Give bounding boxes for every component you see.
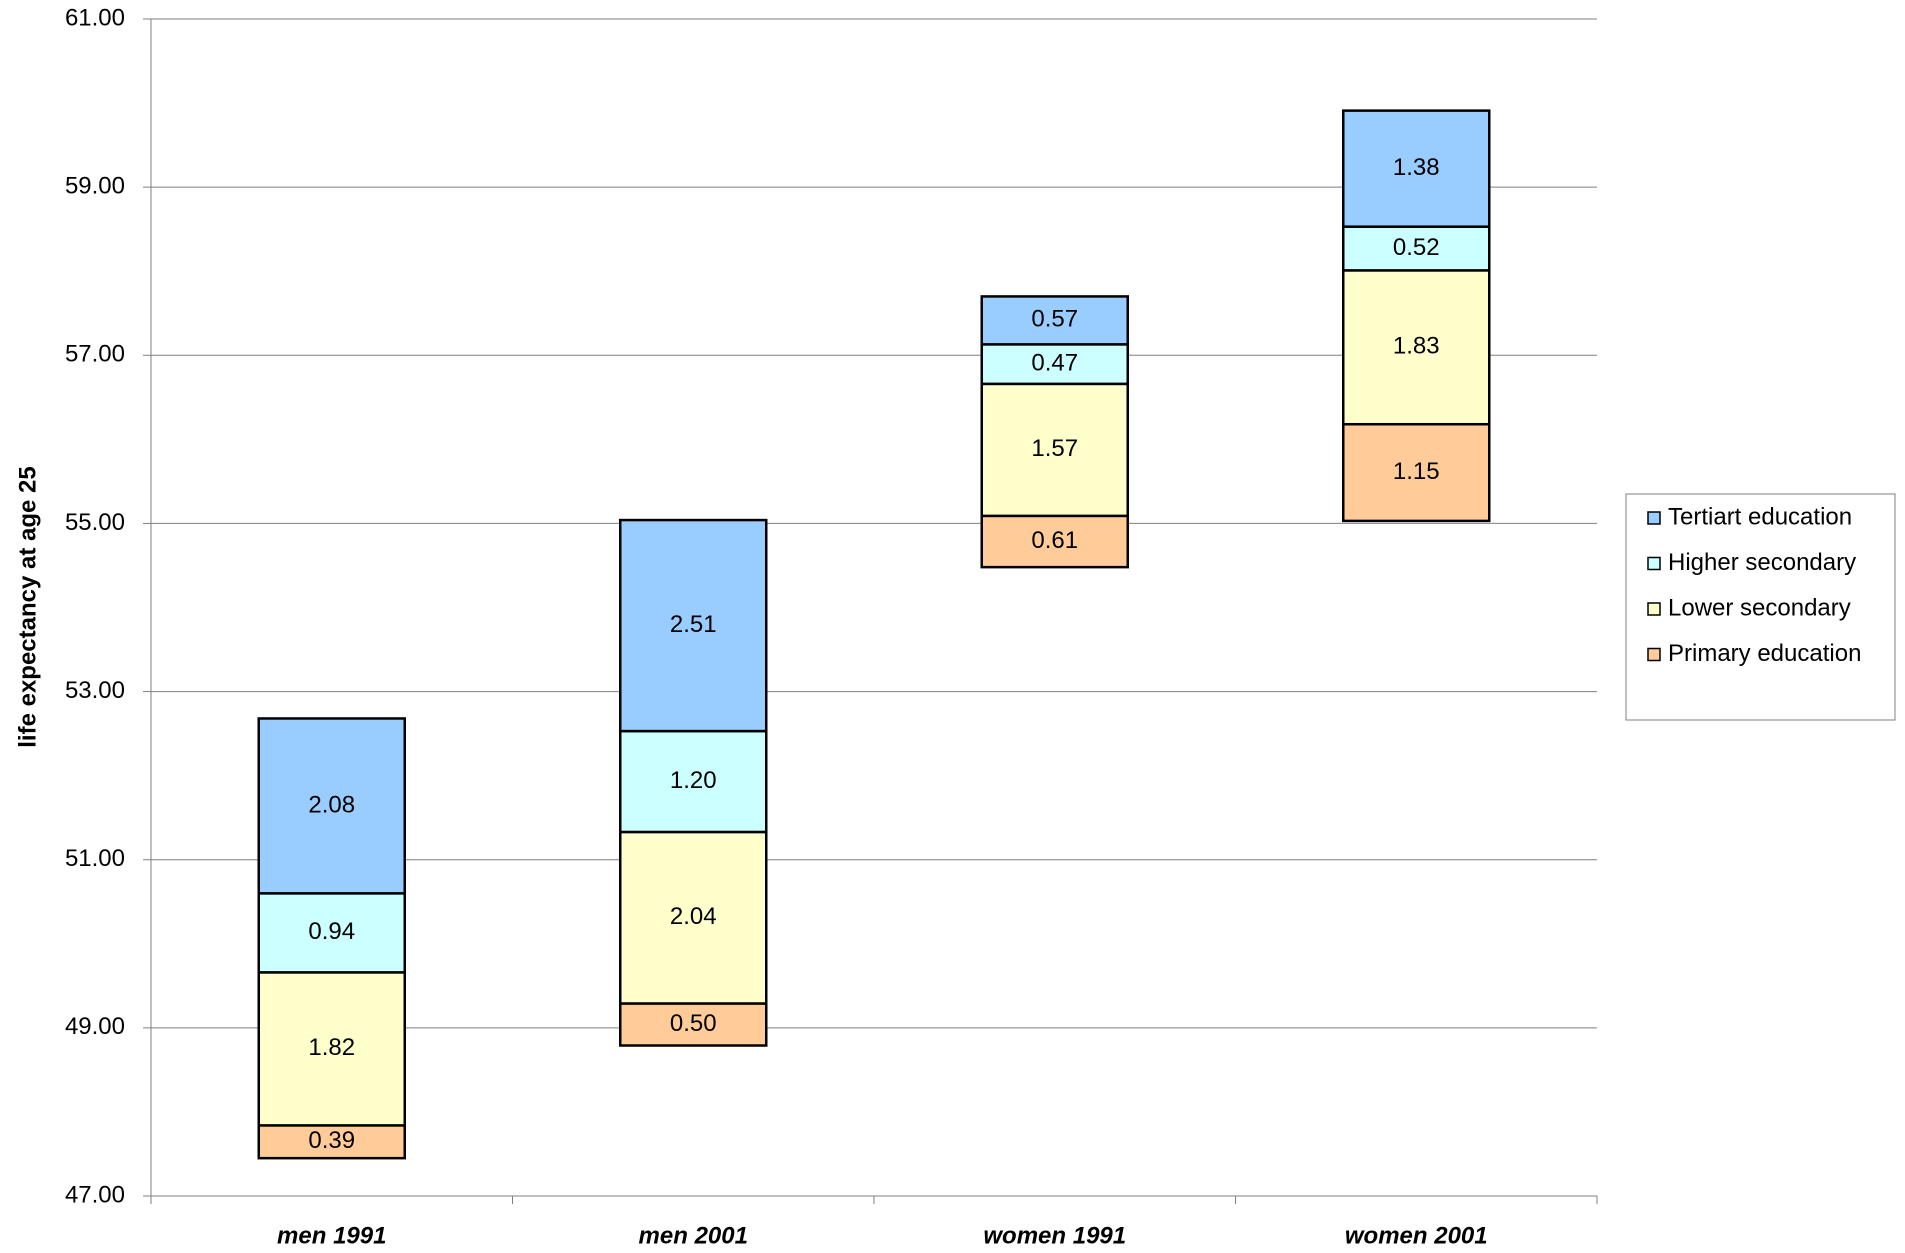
data-label: 0.61 <box>1031 527 1078 554</box>
legend-swatch <box>1647 602 1661 616</box>
legend-swatch <box>1647 556 1661 571</box>
x-tick-label: women 2001 <box>1345 1222 1488 1249</box>
bar-segment <box>1342 422 1491 523</box>
y-tick-label: 51.00 <box>65 845 125 872</box>
data-label: 0.52 <box>1393 234 1440 261</box>
data-label: 1.83 <box>1393 333 1440 360</box>
data-label: 1.38 <box>1393 154 1440 181</box>
y-axis-label: life expectancy at age 25 <box>14 466 41 747</box>
bar-segment <box>1342 109 1491 228</box>
bar-segment <box>980 295 1129 346</box>
bar-segment <box>1342 269 1491 426</box>
bar-segment <box>619 518 768 733</box>
data-label: 2.08 <box>308 791 355 818</box>
y-tick-label: 61.00 <box>65 4 125 31</box>
legend-swatch <box>1647 511 1661 525</box>
legend-swatch <box>1647 647 1661 662</box>
bar-segment <box>619 1002 768 1047</box>
data-label: 0.50 <box>670 1010 717 1037</box>
legend-label: Higher secondary <box>1668 549 1856 576</box>
legend-label: Lower secondary <box>1668 594 1851 621</box>
data-label: 1.15 <box>1393 458 1440 485</box>
bar-segment <box>257 1124 406 1160</box>
y-tick-label: 55.00 <box>65 509 125 536</box>
bar-segment <box>257 717 406 895</box>
bar-segment <box>980 382 1129 518</box>
y-tick-label: 49.00 <box>65 1013 125 1040</box>
legend-label: Tertiart education <box>1668 503 1852 530</box>
bar-segment <box>619 729 768 834</box>
data-label: 1.20 <box>670 767 717 794</box>
legend-label: Primary education <box>1668 640 1861 667</box>
y-tick-label: 53.00 <box>65 677 125 704</box>
y-tick-label: 59.00 <box>65 172 125 199</box>
x-tick-label: women 1991 <box>983 1222 1126 1249</box>
data-label: 2.51 <box>670 611 717 638</box>
legend-box <box>1625 493 1896 721</box>
data-label: 0.39 <box>308 1127 355 1154</box>
bar-segment <box>980 514 1129 569</box>
data-label: 2.04 <box>670 903 717 930</box>
data-label: 0.47 <box>1031 349 1078 376</box>
data-label: 1.57 <box>1031 435 1078 462</box>
bar-segment <box>257 892 406 974</box>
data-label: 0.57 <box>1031 306 1078 333</box>
y-tick-label: 57.00 <box>65 341 125 368</box>
x-tick-label: men 1991 <box>277 1222 386 1249</box>
y-tick-label: 47.00 <box>65 1181 125 1208</box>
bar-segment <box>257 971 406 1127</box>
bar-segment <box>619 830 768 1005</box>
data-label: 1.82 <box>308 1034 355 1061</box>
data-label: 0.94 <box>308 918 355 945</box>
x-tick-label: men 2001 <box>639 1222 748 1249</box>
